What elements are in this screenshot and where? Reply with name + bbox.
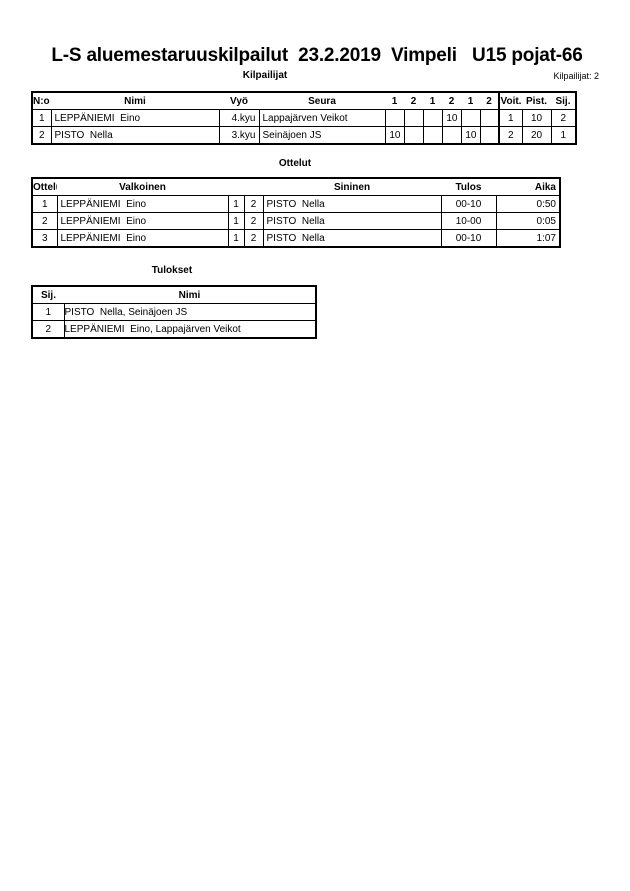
col-belt: Vyö (219, 92, 259, 110)
result-cell: 00-10 (440, 195, 497, 213)
header-row: N:o Nimi Vyö Seura 1 2 1 2 1 2 Voit. Pis… (32, 92, 576, 110)
white-score-cell: 1 (227, 195, 245, 213)
result-row: 1 PISTO Nella, Seinäjoen JS (31, 303, 317, 321)
points-cell: 10 (521, 109, 552, 127)
score-cell (422, 109, 443, 127)
matches-heading: Ottelut (278, 158, 312, 169)
score-cell: 10 (441, 109, 462, 127)
competitors-heading: Kilpailijat (242, 70, 288, 81)
blue-score-cell: 2 (243, 212, 264, 230)
col-score: 1 (461, 92, 480, 110)
col-white: Valkoinen (57, 178, 228, 196)
blue-score-cell: 2 (243, 229, 264, 248)
results-heading: Tulokset (151, 265, 193, 276)
white-cell: LEPPÄNIEMI Eino (56, 212, 229, 230)
wins-cell: 2 (498, 126, 523, 145)
header-row: Ottelu Valkoinen Sininen Tulos Aika (32, 178, 560, 196)
time-cell: 0:50 (495, 195, 561, 213)
blue-cell: PISTO Nella (262, 195, 442, 213)
score-cell (441, 126, 462, 145)
col-time: Aika (496, 178, 560, 196)
col-score: 2 (480, 92, 500, 110)
col-points: Pist. (522, 92, 551, 110)
rank-cell: 1 (550, 126, 577, 145)
white-cell: LEPPÄNIEMI Eino (56, 195, 229, 213)
score-cell (384, 109, 405, 127)
col-result: Tulos (441, 178, 496, 196)
match-no-cell: 3 (31, 229, 58, 248)
col-name: Nimi (64, 286, 316, 304)
match-row: 1 LEPPÄNIEMI Eino 1 2 PISTO Nella 00-10 0:50 (31, 195, 561, 213)
white-score-cell: 1 (227, 229, 245, 248)
score-cell (403, 109, 424, 127)
name-cell: LEPPÄNIEMI Eino (50, 109, 220, 127)
col-rank: Sij. (551, 92, 576, 110)
blue-cell: PISTO Nella (262, 212, 442, 230)
blue-cell: PISTO Nella (262, 229, 442, 248)
competitors-table: N:o Nimi Vyö Seura 1 2 1 2 1 2 Voit. Pis… (31, 91, 577, 145)
wins-cell: 1 (498, 109, 523, 127)
header-row: Sij. Nimi (32, 286, 316, 304)
name-cell: LEPPÄNIEMI Eino, Lappajärven Veikot (63, 320, 317, 339)
score-cell (479, 126, 500, 145)
match-row: 2 LEPPÄNIEMI Eino 1 2 PISTO Nella 10-00 0:05 (31, 212, 561, 230)
belt-cell: 4.kyu (218, 109, 260, 127)
page-title: L-S aluemestaruuskilpailut 23.2.2019 Vim… (51, 45, 583, 66)
no-cell: 2 (31, 126, 52, 145)
club-cell: Seinäjoen JS (258, 126, 386, 145)
points-cell: 20 (521, 126, 552, 145)
score-cell (422, 126, 443, 145)
club-cell: Lappajärven Veikot (258, 109, 386, 127)
name-cell: PISTO Nella, Seinäjoen JS (63, 303, 317, 321)
name-cell: PISTO Nella (50, 126, 220, 145)
col-name: Nimi (51, 92, 219, 110)
col-blue: Sininen (263, 178, 441, 196)
score-cell (460, 109, 481, 127)
belt-cell: 3.kyu (218, 126, 260, 145)
col-no: N:o (32, 92, 51, 110)
white-score-cell: 1 (227, 212, 245, 230)
result-cell: 00-10 (440, 229, 497, 248)
score-cell (403, 126, 424, 145)
col-score: 1 (423, 92, 442, 110)
rank-cell: 1 (31, 303, 65, 321)
match-no-cell: 2 (31, 212, 58, 230)
col-score: 2 (442, 92, 461, 110)
match-row: 3 LEPPÄNIEMI Eino 1 2 PISTO Nella 00-10 1:07 (31, 229, 561, 248)
time-cell: 0:05 (495, 212, 561, 230)
competitor-count: Kilpailijat: 2 (553, 71, 599, 81)
col-match: Ottelu (32, 178, 57, 196)
match-no-cell: 1 (31, 195, 58, 213)
col-club: Seura (259, 92, 385, 110)
score-cell (479, 109, 500, 127)
rank-cell: 2 (550, 109, 577, 127)
col-score: 1 (385, 92, 404, 110)
rank-cell: 2 (31, 320, 65, 339)
blue-score-cell: 2 (243, 195, 264, 213)
result-row: 2 LEPPÄNIEMI Eino, Lappajärven Veikot (31, 320, 317, 339)
no-cell: 1 (31, 109, 52, 127)
white-cell: LEPPÄNIEMI Eino (56, 229, 229, 248)
col-wins: Voit. (499, 92, 522, 110)
score-cell: 10 (384, 126, 405, 145)
competitor-row: 2 PISTO Nella 3.kyu Seinäjoen JS 10 10 2 20 1 (31, 126, 577, 145)
time-cell: 1:07 (495, 229, 561, 248)
matches-table: Ottelu Valkoinen Sininen Tulos Aika 1LEP… (31, 177, 561, 248)
results-table: Sij. Nimi 1 PISTO Nella, Seinäjoen JS 2 LEP… (31, 285, 317, 339)
score-cell: 10 (460, 126, 481, 145)
col-score: 2 (404, 92, 423, 110)
col-rank: Sij. (32, 286, 64, 304)
result-cell: 10-00 (440, 212, 497, 230)
competitor-row: 1 LEPPÄNIEMI Eino 4.kyu Lappajärven Veikot 1… (31, 109, 577, 127)
